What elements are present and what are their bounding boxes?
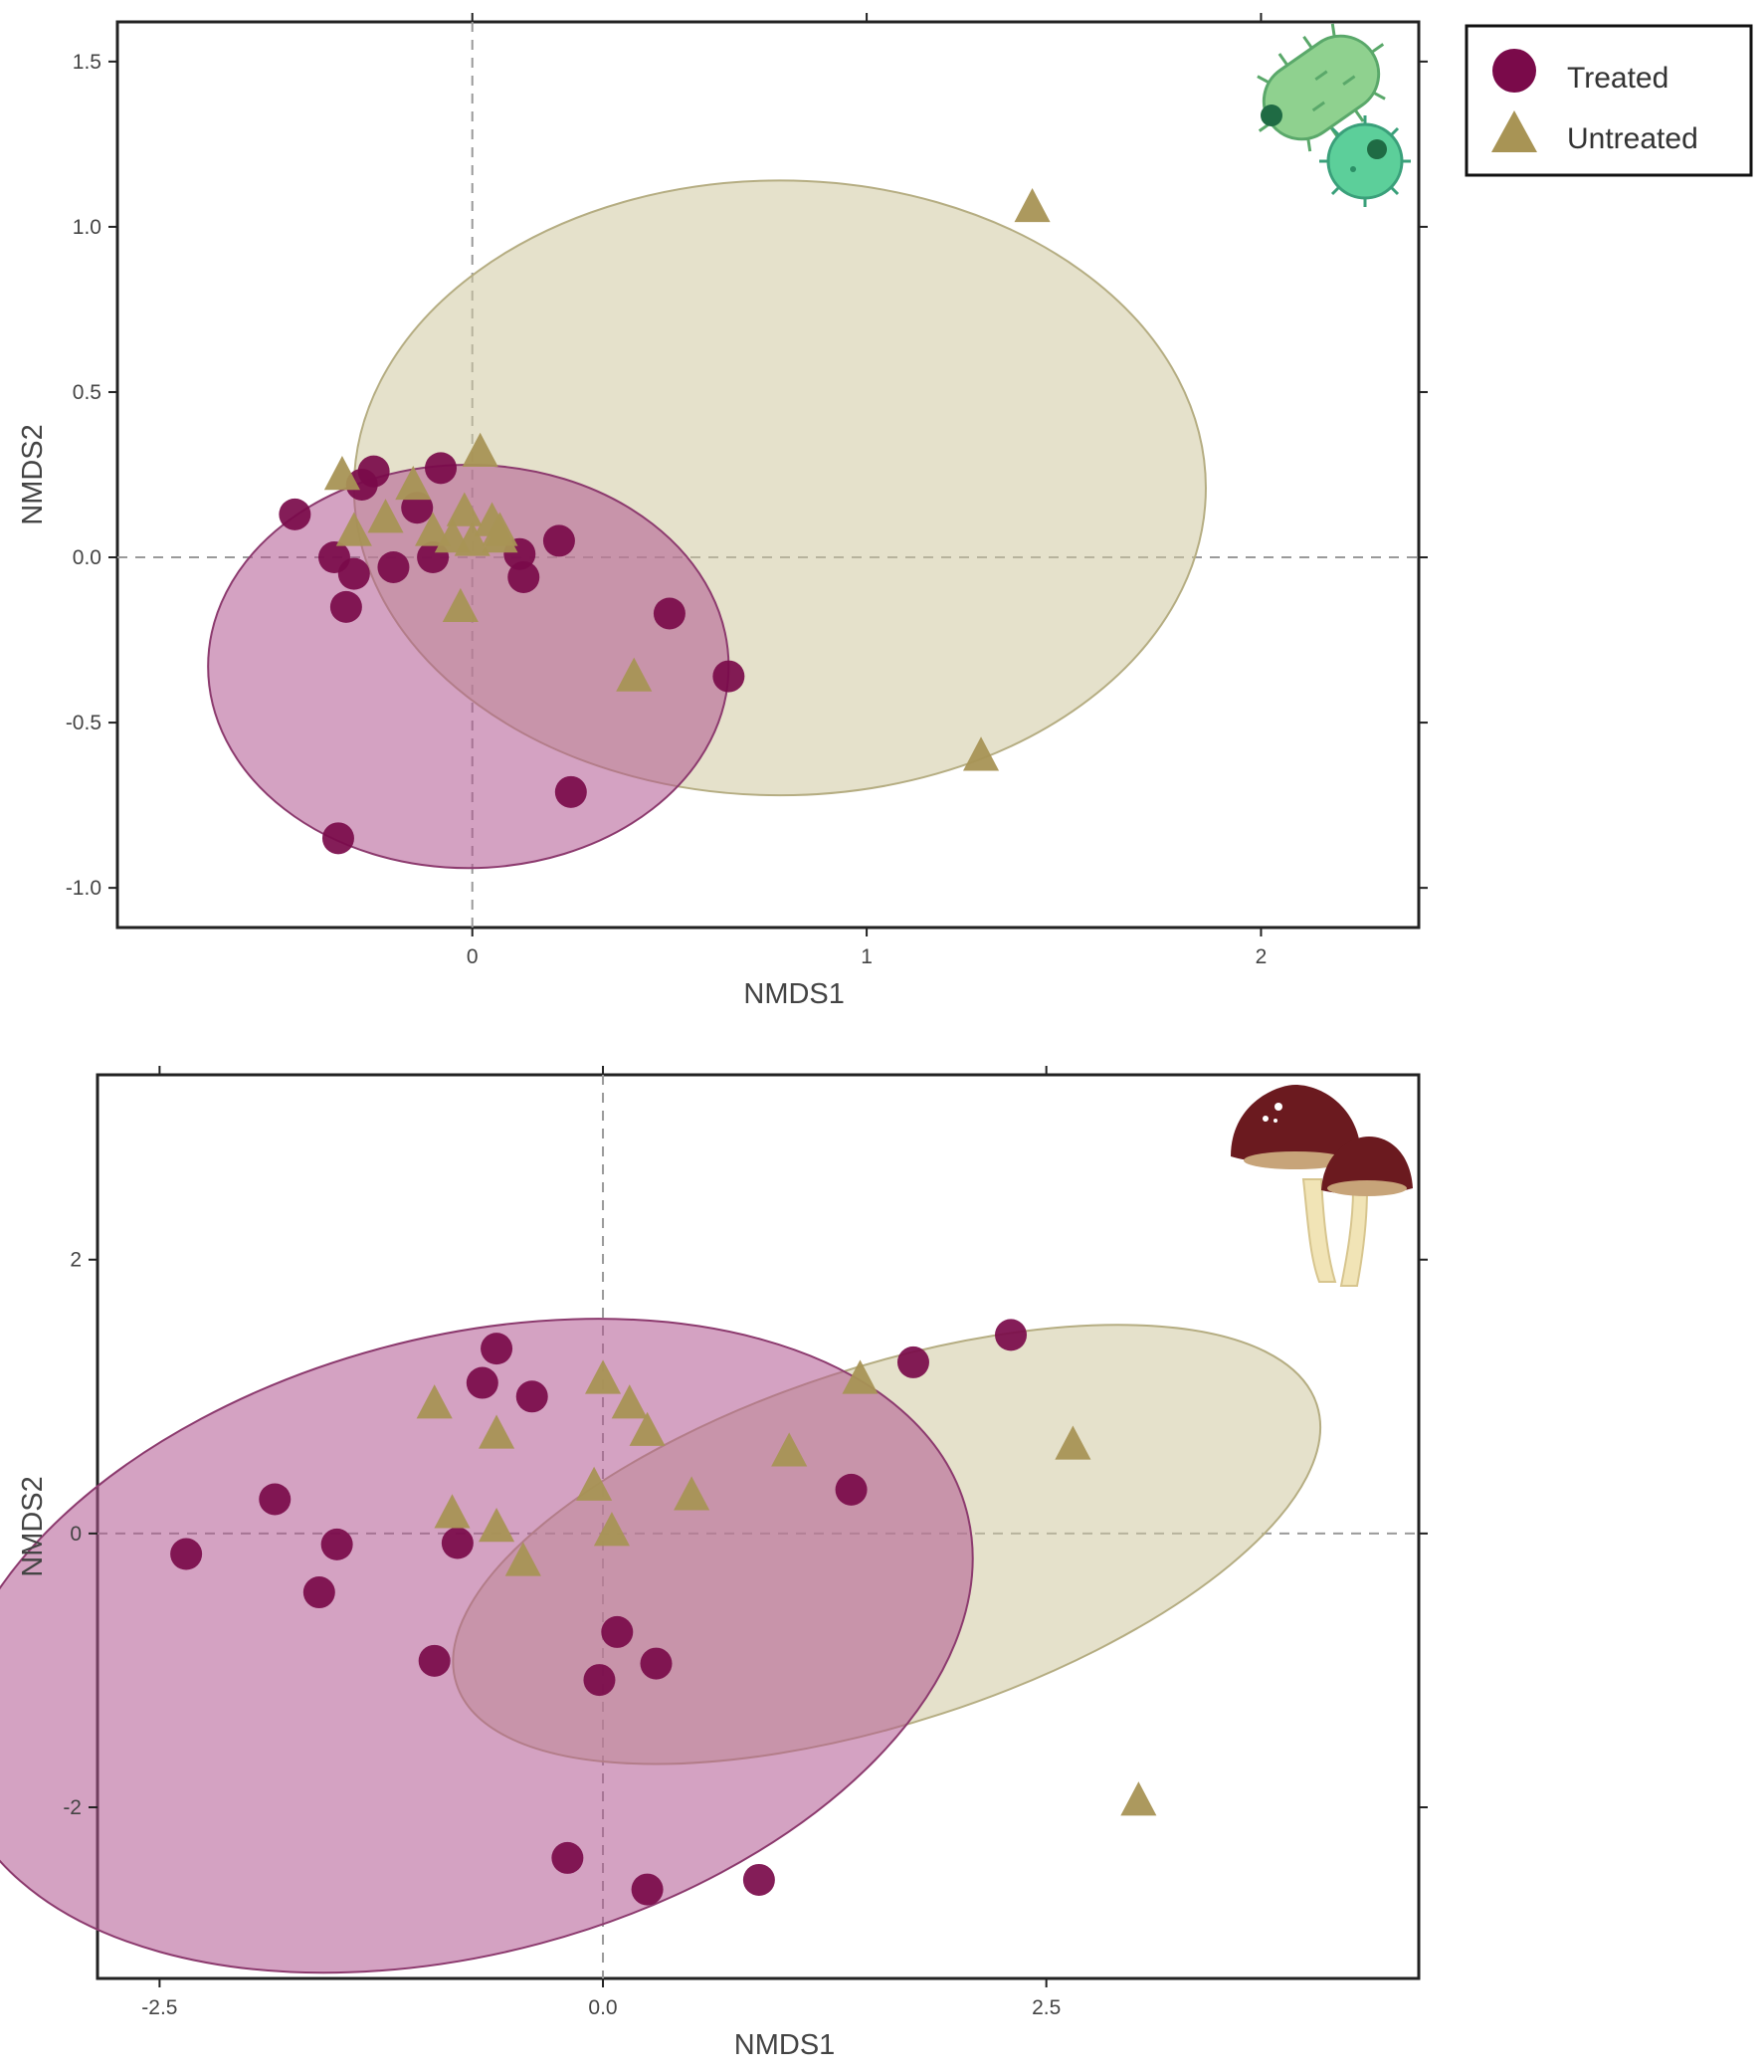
- mushroom-icon: [1231, 1085, 1413, 1287]
- point-untreated: [416, 1384, 453, 1419]
- point-untreated: [1120, 1781, 1157, 1816]
- point-treated: [377, 550, 410, 583]
- point-untreated: [674, 1476, 710, 1511]
- fungi-ordination-panel: -2.5 0.0 2.5 -2 0 2 NMDS1 NMDS2: [0, 1066, 1428, 2061]
- point-untreated: [454, 521, 490, 556]
- point-treated: [742, 1863, 775, 1896]
- x-tick-label: 0: [467, 945, 479, 968]
- point-treated: [425, 452, 458, 485]
- x-axis-title: NMDS1: [734, 2029, 836, 2061]
- point-treated: [896, 1346, 929, 1378]
- point-treated: [259, 1483, 292, 1516]
- x-tick-label: 0.0: [588, 1996, 617, 2019]
- point-untreated: [323, 456, 360, 491]
- point-treated: [320, 1528, 353, 1560]
- point-untreated: [504, 1542, 541, 1576]
- point-untreated: [367, 499, 404, 533]
- point-treated: [279, 498, 311, 530]
- point-treated: [631, 1873, 664, 1906]
- point-untreated: [479, 1414, 515, 1449]
- point-untreated: [1055, 1425, 1091, 1460]
- y-tick-label: 2: [70, 1249, 82, 1272]
- y-tick-label: 1.0: [73, 216, 101, 239]
- x-axis-title: NMDS1: [743, 978, 845, 1010]
- point-treated: [507, 560, 540, 593]
- point-treated: [653, 597, 686, 630]
- point-untreated: [482, 512, 518, 546]
- x-tick-label: 2: [1256, 945, 1268, 968]
- point-untreated: [962, 736, 1000, 771]
- y-axis-title: NMDS2: [17, 424, 49, 525]
- x-tick-label: 2.5: [1032, 1996, 1061, 2019]
- point-treated: [995, 1319, 1028, 1351]
- point-treated: [542, 524, 575, 557]
- point-treated: [401, 492, 434, 524]
- y-tick-label: -0.5: [66, 712, 101, 734]
- x-tick-label: -2.5: [141, 1996, 177, 2019]
- point-treated: [441, 1527, 474, 1559]
- point-treated: [329, 590, 362, 623]
- y-tick-label: 1.5: [73, 51, 101, 74]
- x-tick-label: 1: [861, 945, 873, 968]
- point-untreated: [593, 1512, 630, 1547]
- y-axis-title: NMDS2: [17, 1476, 49, 1577]
- y-tick-label: -2: [63, 1796, 82, 1819]
- point-untreated: [446, 492, 483, 526]
- plot-border: [115, 20, 1421, 930]
- legend-label-untreated: Untreated: [1567, 122, 1698, 155]
- point-treated: [835, 1473, 868, 1506]
- point-treated: [337, 557, 370, 590]
- point-treated: [640, 1647, 673, 1680]
- point-untreated: [842, 1359, 879, 1394]
- y-tick-label: -1.0: [66, 877, 101, 900]
- point-untreated: [442, 587, 479, 623]
- point-untreated: [771, 1432, 808, 1467]
- point-treated: [712, 660, 745, 693]
- point-treated: [302, 1576, 335, 1609]
- legend-marker-treated: [1492, 49, 1536, 93]
- y-tick-label: 0: [70, 1523, 82, 1546]
- point-untreated: [395, 465, 432, 501]
- point-untreated: [576, 1466, 613, 1501]
- ellipse-treated: [0, 1318, 974, 1974]
- point-untreated: [335, 512, 372, 546]
- legend: Treated Untreated: [1465, 24, 1753, 177]
- point-untreated: [616, 657, 653, 692]
- point-untreated: [629, 1411, 666, 1446]
- legend-marker-untreated: [1491, 110, 1537, 152]
- point-untreated: [479, 1508, 515, 1543]
- point-treated: [551, 1841, 584, 1874]
- point-untreated: [434, 1494, 471, 1529]
- point-untreated: [462, 432, 498, 467]
- point-untreated: [1014, 187, 1051, 223]
- point-treated: [466, 1366, 498, 1399]
- point-treated: [418, 1644, 451, 1677]
- bacteria-ordination-panel: 0 1 2 -1.0 -0.5 0.0 0.5 1.0 1.5 NMDS1 NMDS2: [17, 13, 1428, 1010]
- point-treated: [515, 1380, 548, 1413]
- point-treated: [601, 1615, 634, 1648]
- point-treated: [170, 1538, 203, 1570]
- point-treated: [357, 455, 390, 488]
- point-treated: [554, 775, 587, 808]
- point-untreated: [415, 512, 452, 546]
- point-untreated: [584, 1359, 622, 1394]
- point-treated: [583, 1664, 616, 1697]
- point-treated: [321, 822, 354, 855]
- y-tick-label: 0.5: [73, 381, 101, 404]
- point-untreated: [611, 1384, 648, 1419]
- legend-label-treated: Treated: [1567, 62, 1668, 95]
- y-tick-label: 0.0: [73, 546, 101, 569]
- point-treated: [481, 1333, 513, 1365]
- bacteria-icon: [1257, 23, 1411, 207]
